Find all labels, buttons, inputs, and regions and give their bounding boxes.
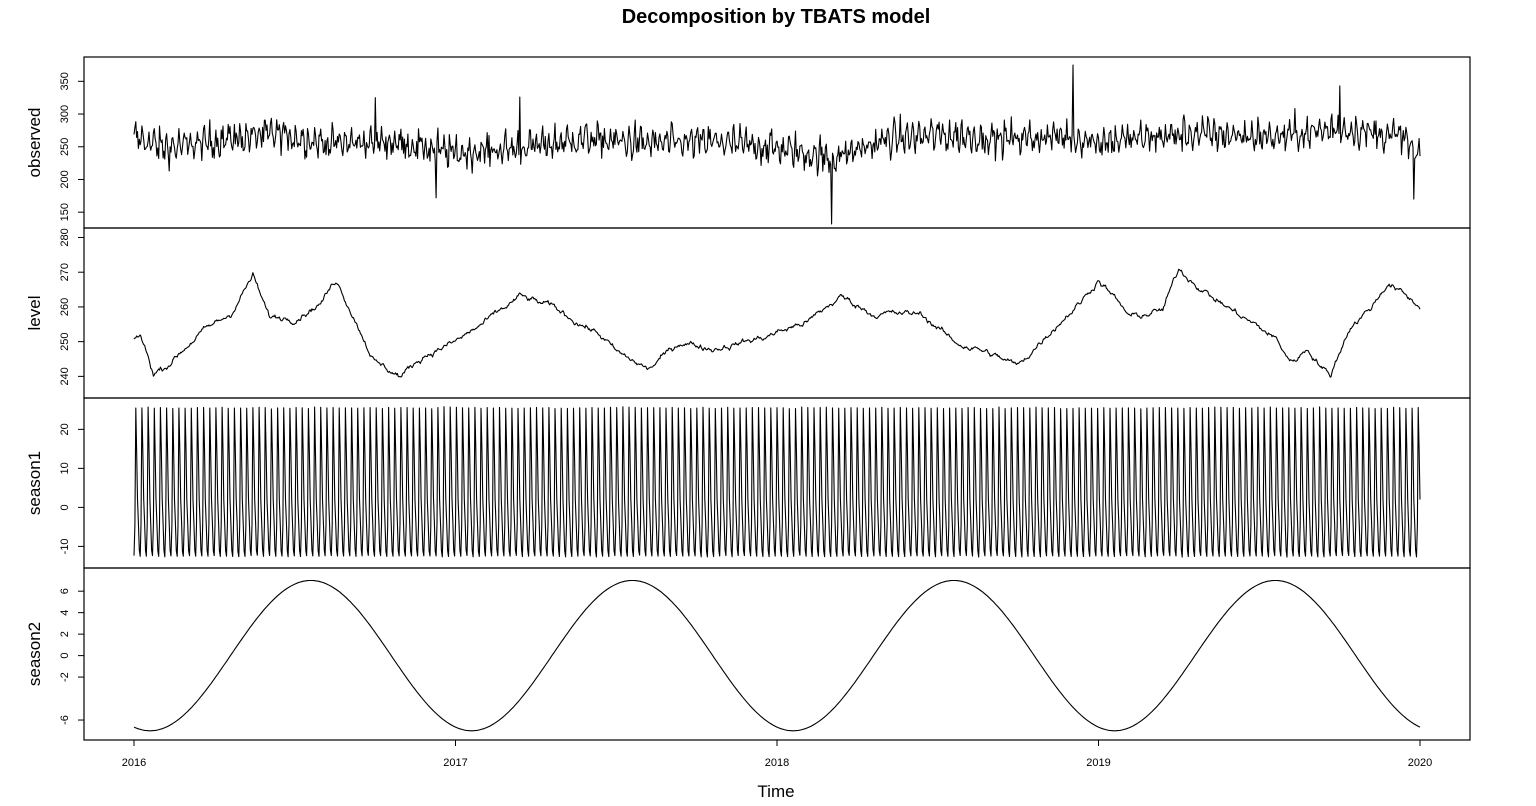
x-tick-label: 2017 xyxy=(443,757,467,769)
season1-y-tick-label: 20 xyxy=(59,423,71,435)
season1-y-tick-label: 0 xyxy=(59,504,71,510)
x-axis-label: Time xyxy=(757,782,794,801)
observed-y-tick-label: 300 xyxy=(59,105,71,123)
observed-y-tick-label: 200 xyxy=(59,170,71,188)
season1-y-tick-label: -10 xyxy=(59,538,71,554)
chart-title: Decomposition by TBATS model xyxy=(622,6,931,28)
panel-season2: season2 -6 -2 0 2 4 6 xyxy=(25,567,1471,741)
level-y-tick-label: 240 xyxy=(59,367,71,385)
observed-y-tick-label: 150 xyxy=(59,203,71,221)
season2-y-tick-label: -2 xyxy=(59,672,71,682)
x-tick-label: 2020 xyxy=(1408,757,1432,769)
season2-y-tick-label: 0 xyxy=(59,653,71,659)
level-axis-label: level xyxy=(25,296,44,331)
season2-y-tick-label: 6 xyxy=(59,588,71,594)
season2-panel-frame xyxy=(83,567,1471,741)
x-tick-label: 2019 xyxy=(1086,757,1110,769)
season1-series-line xyxy=(133,406,1421,558)
panel-season1: season1 -10 0 10 20 xyxy=(25,397,1471,569)
observed-axis-label: observed xyxy=(25,108,44,178)
season2-y-tick-label: 2 xyxy=(59,631,71,637)
level-y-tick-label: 260 xyxy=(59,298,71,316)
panel-observed: observed 150 200 250 300 350 xyxy=(25,56,1471,229)
season1-y-tick-label: 10 xyxy=(59,462,71,474)
x-tick-label: 2018 xyxy=(765,757,789,769)
level-panel-frame xyxy=(83,227,1471,399)
level-series-line xyxy=(133,268,1421,378)
season2-y-tick-label: -6 xyxy=(59,715,71,725)
panels-group: observed150200250300350level240250260270… xyxy=(25,56,1471,741)
season2-axis-label: season2 xyxy=(25,622,44,686)
season2-y-tick-label: 4 xyxy=(59,610,71,616)
x-axis: 2016 2017 2018 2019 2020 xyxy=(122,739,1432,769)
season2-series-line xyxy=(133,579,1421,732)
level-y-tick-label: 250 xyxy=(59,332,71,350)
observed-y-tick-label: 250 xyxy=(59,138,71,156)
observed-y-tick-label: 350 xyxy=(59,72,71,90)
season1-axis-label: season1 xyxy=(25,451,44,515)
observed-series-line xyxy=(133,64,1421,225)
x-tick-label: 2016 xyxy=(122,757,146,769)
level-y-tick-label: 280 xyxy=(59,228,71,246)
panel-level: level 240 250 260 270 280 xyxy=(25,227,1471,399)
level-y-tick-label: 270 xyxy=(59,263,71,281)
